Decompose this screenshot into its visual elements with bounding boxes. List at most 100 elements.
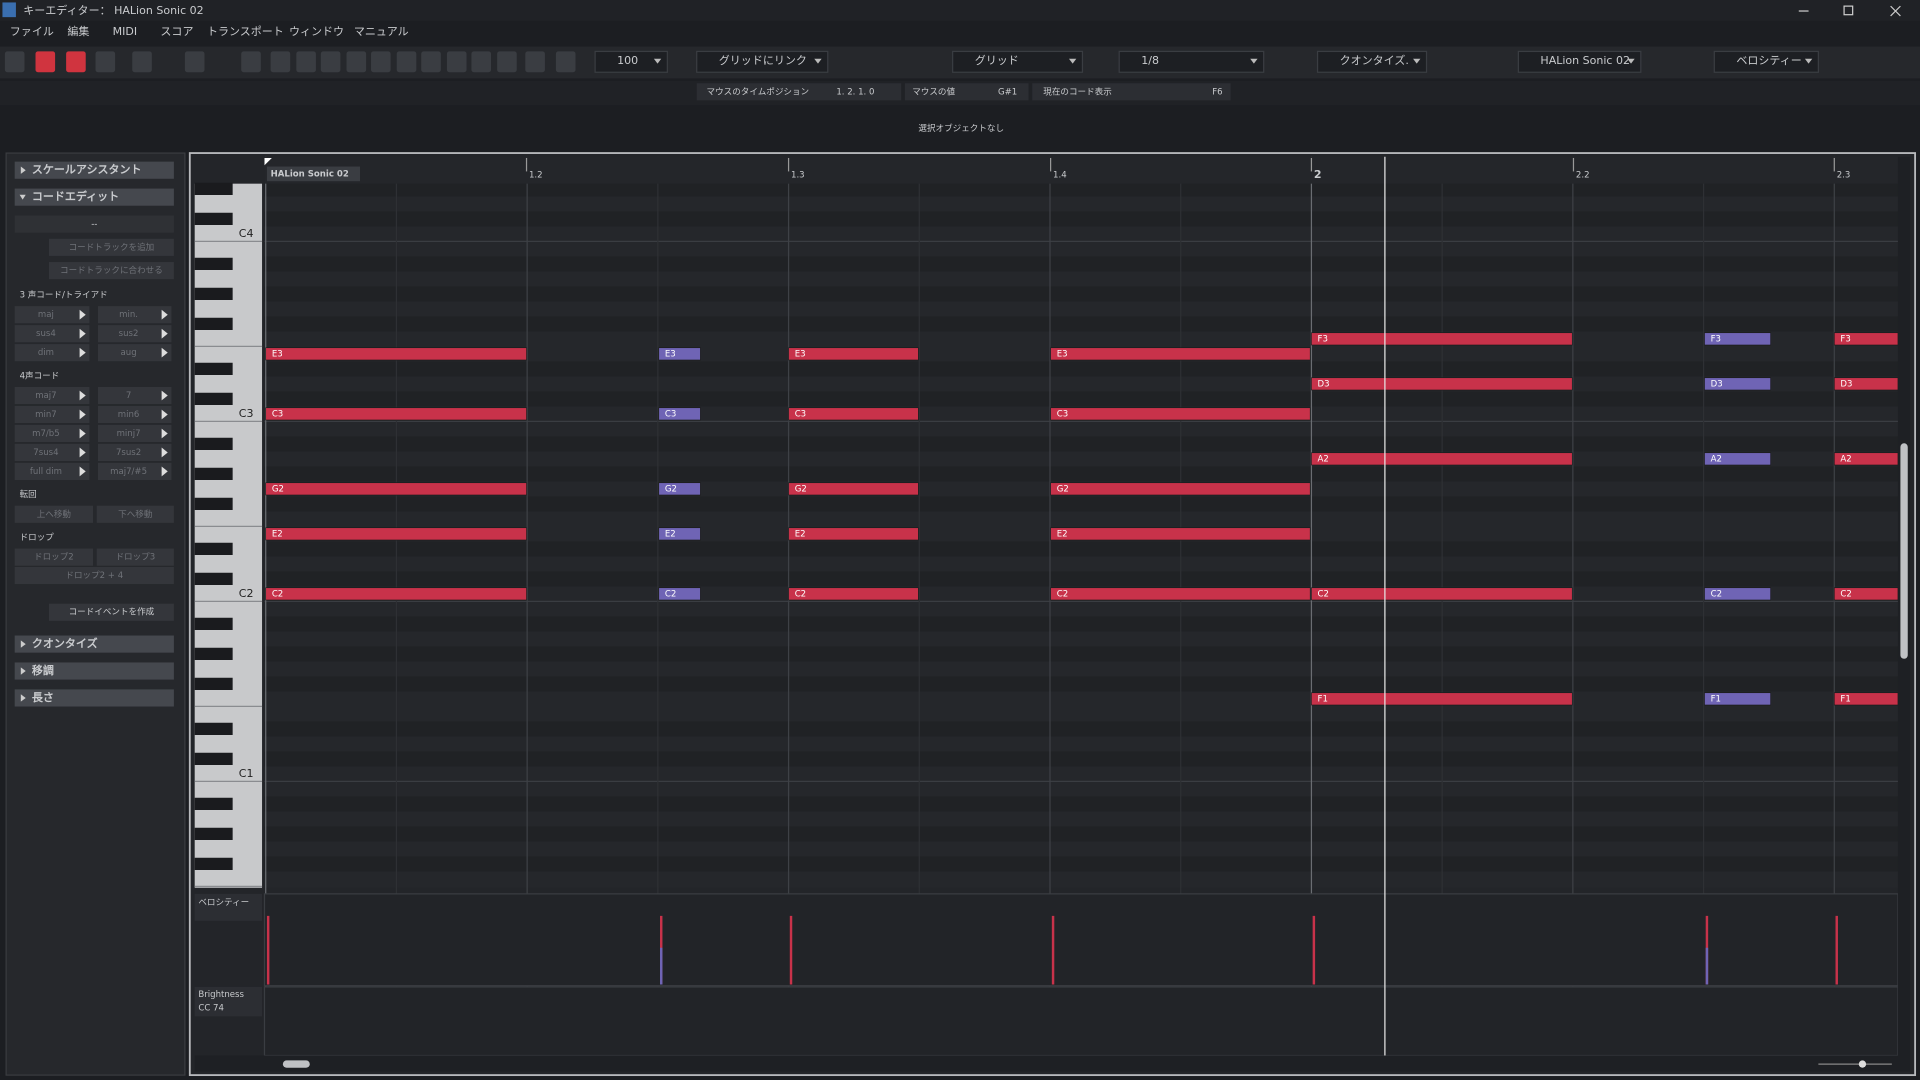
toolbar-grid-type[interactable]: グリッド — [975, 53, 1019, 67]
toolbar-dropdown[interactable] — [952, 50, 1084, 73]
midi-note[interactable] — [265, 407, 527, 421]
tool-button[interactable] — [4, 51, 25, 73]
add-chord-track[interactable]: コードトラックを追加 — [69, 241, 155, 253]
black-key[interactable] — [194, 857, 233, 870]
four-button[interactable]: min7 — [35, 410, 57, 420]
inspector-button[interactable] — [97, 405, 172, 424]
midi-note[interactable] — [265, 527, 527, 541]
drop-button[interactable]: ドロップ3 — [115, 552, 155, 563]
toolbar-grid-link[interactable]: グリッドにリンク — [719, 53, 807, 67]
black-key[interactable] — [194, 827, 233, 840]
midi-note[interactable] — [1311, 692, 1573, 706]
inspector-button[interactable] — [97, 344, 172, 362]
midi-note[interactable] — [1311, 452, 1573, 466]
inspector-button[interactable] — [48, 238, 174, 256]
four-button[interactable]: maj7/#5 — [110, 467, 147, 477]
four-button[interactable]: minj7 — [117, 429, 141, 439]
tool-button[interactable] — [497, 51, 517, 73]
inspector-button[interactable] — [14, 505, 94, 523]
toolbar-dropdown[interactable] — [1316, 50, 1428, 73]
inspector-button[interactable] — [14, 386, 90, 405]
tool-button[interactable] — [241, 51, 261, 73]
menu-item[interactable]: トランスポート — [207, 25, 284, 38]
tool-button[interactable] — [132, 51, 152, 73]
inspector-button[interactable] — [48, 262, 174, 280]
inspector-button[interactable] — [14, 325, 90, 343]
black-key[interactable] — [194, 287, 233, 300]
black-key[interactable] — [194, 497, 233, 510]
tool-button[interactable] — [421, 51, 441, 73]
four-button[interactable]: 7 — [126, 391, 131, 401]
tool-button[interactable] — [35, 51, 56, 73]
zoom-knob[interactable] — [1858, 1060, 1867, 1068]
h-scroll-thumb[interactable] — [282, 1060, 310, 1068]
inspector-button[interactable] — [14, 424, 90, 443]
midi-note[interactable] — [1050, 347, 1311, 361]
v-scroll-thumb[interactable] — [1900, 443, 1908, 659]
black-key[interactable] — [194, 257, 233, 270]
triad-button[interactable]: maj — [38, 310, 54, 320]
tool-button[interactable] — [270, 51, 291, 73]
drop-button[interactable]: ドロップ2 — [34, 552, 74, 563]
tool-button[interactable] — [346, 51, 367, 73]
black-key[interactable] — [194, 392, 233, 405]
toolbar-lane[interactable]: ベロシティー — [1736, 54, 1801, 67]
inversion-button[interactable]: 上へ移動 — [37, 508, 72, 520]
four-button[interactable]: min6 — [118, 410, 140, 420]
menu-item[interactable]: スコア — [160, 25, 193, 38]
quantize-section[interactable]: クオンタイズ — [32, 636, 98, 650]
midi-note[interactable] — [658, 482, 701, 496]
close[interactable] — [1890, 5, 1901, 17]
four-button[interactable]: maj7 — [35, 391, 56, 401]
toolbar-dropdown[interactable] — [1713, 50, 1819, 73]
inspector-button[interactable] — [97, 306, 172, 324]
inspector-button[interactable] — [96, 505, 174, 523]
midi-note[interactable] — [788, 527, 919, 541]
four-button[interactable]: full dim — [30, 467, 62, 477]
inspector-button[interactable] — [97, 462, 172, 480]
tool-button[interactable] — [446, 51, 467, 73]
toolbar-dropdown[interactable] — [1118, 50, 1265, 73]
black-key[interactable] — [194, 182, 233, 195]
triad-button[interactable]: sus2 — [119, 329, 139, 339]
midi-note[interactable] — [1704, 332, 1771, 346]
black-key[interactable] — [194, 572, 233, 585]
midi-note[interactable] — [1050, 407, 1311, 421]
midi-note[interactable] — [265, 587, 527, 601]
midi-note[interactable] — [658, 587, 701, 601]
black-key[interactable] — [194, 617, 233, 630]
inspector-button[interactable] — [96, 548, 174, 566]
create-chord-button[interactable] — [48, 603, 174, 621]
midi-note[interactable] — [1311, 587, 1573, 601]
four-button[interactable]: 7sus4 — [33, 448, 58, 458]
black-key[interactable] — [194, 722, 233, 735]
tool-button[interactable] — [296, 51, 316, 73]
midi-note[interactable] — [788, 482, 919, 496]
black-key[interactable] — [194, 437, 233, 450]
midi-note[interactable] — [1704, 587, 1771, 601]
inspector-button[interactable] — [97, 386, 172, 405]
inspector-button[interactable] — [97, 443, 172, 462]
black-key[interactable] — [194, 677, 233, 690]
tool-button[interactable] — [320, 51, 341, 73]
toolbar-dropdown[interactable] — [594, 50, 668, 73]
black-key[interactable] — [194, 467, 233, 480]
midi-note[interactable] — [265, 347, 527, 361]
toolbar-instrument[interactable]: HALion Sonic 02 — [1540, 54, 1630, 67]
inversion-button[interactable]: 下へ移動 — [118, 508, 153, 520]
black-key[interactable] — [194, 647, 233, 660]
triad-button[interactable]: min. — [119, 310, 138, 320]
midi-note[interactable] — [1704, 377, 1771, 391]
midi-note[interactable] — [1704, 692, 1771, 706]
inspector-section[interactable] — [14, 635, 174, 653]
maximize[interactable] — [1843, 5, 1854, 16]
menu-item[interactable]: ウィンドウ — [289, 25, 344, 38]
midi-note[interactable] — [658, 527, 701, 541]
tool-button[interactable] — [555, 51, 576, 73]
tool-button[interactable] — [66, 51, 86, 73]
length-section[interactable]: 長さ — [32, 691, 54, 704]
create-chord-events[interactable]: コードイベントを作成 — [69, 606, 155, 618]
toolbar-quantize[interactable]: 1/8 — [1141, 54, 1159, 67]
inspector-button[interactable] — [14, 405, 90, 424]
black-key[interactable] — [194, 212, 233, 225]
